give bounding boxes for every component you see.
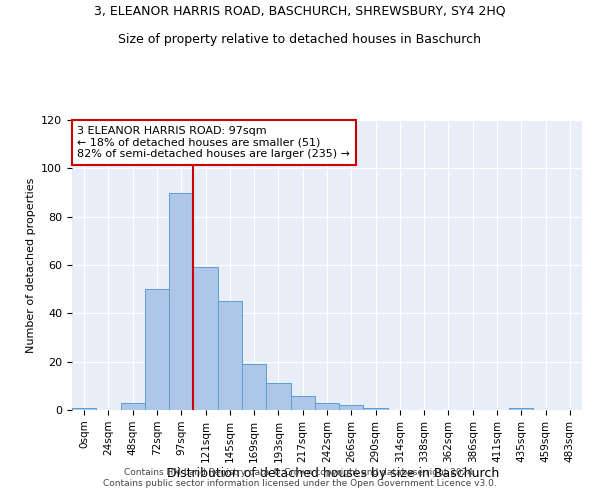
Bar: [218, 301, 242, 410]
Bar: [364, 408, 388, 410]
Text: 3 ELEANOR HARRIS ROAD: 97sqm
← 18% of detached houses are smaller (51)
82% of se: 3 ELEANOR HARRIS ROAD: 97sqm ← 18% of de…: [77, 126, 350, 159]
Bar: [242, 364, 266, 410]
Y-axis label: Number of detached properties: Number of detached properties: [26, 178, 35, 352]
Bar: [169, 192, 193, 410]
Bar: [145, 289, 169, 410]
Bar: [193, 268, 218, 410]
Bar: [266, 384, 290, 410]
Bar: [339, 405, 364, 410]
Bar: [315, 403, 339, 410]
Bar: [290, 396, 315, 410]
Text: Distribution of detached houses by size in Baschurch: Distribution of detached houses by size …: [167, 467, 499, 480]
Bar: [72, 408, 96, 410]
Text: Contains HM Land Registry data © Crown copyright and database right 2024.
Contai: Contains HM Land Registry data © Crown c…: [103, 468, 497, 487]
Text: 3, ELEANOR HARRIS ROAD, BASCHURCH, SHREWSBURY, SY4 2HQ: 3, ELEANOR HARRIS ROAD, BASCHURCH, SHREW…: [94, 5, 506, 18]
Bar: [121, 403, 145, 410]
Bar: [509, 408, 533, 410]
Text: Size of property relative to detached houses in Baschurch: Size of property relative to detached ho…: [119, 32, 482, 46]
